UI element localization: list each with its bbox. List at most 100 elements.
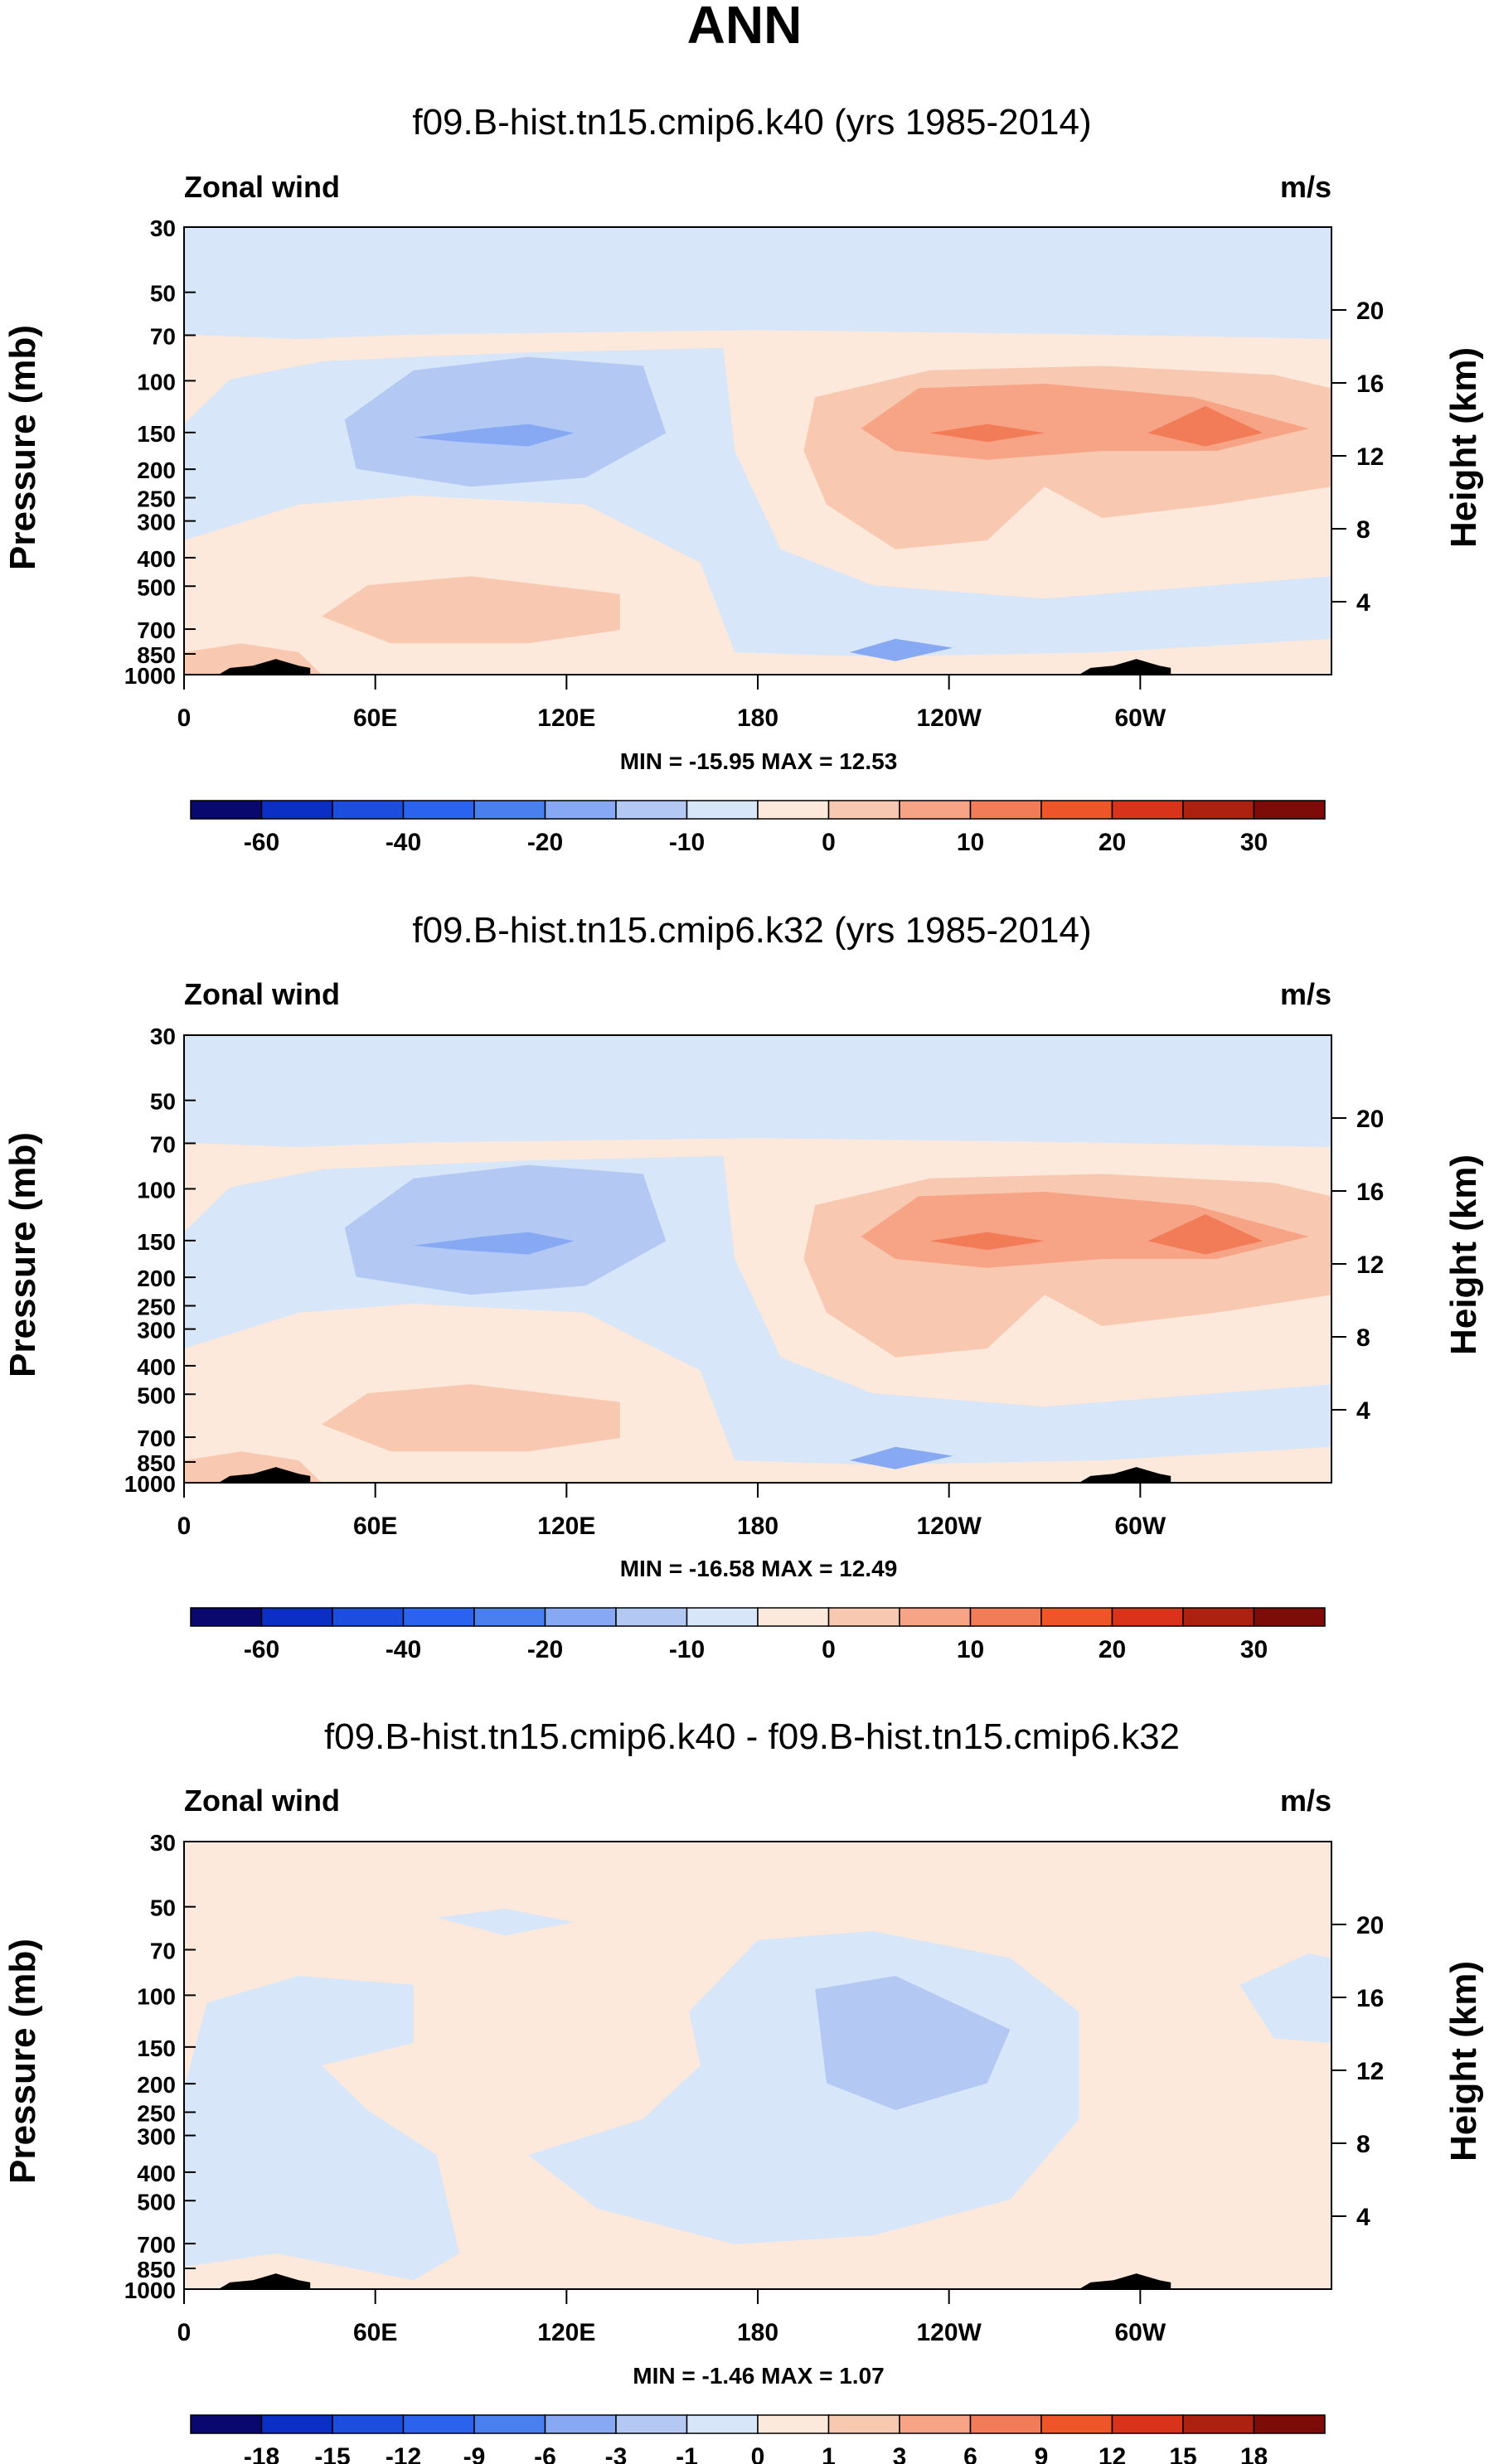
panel-difference: f09.B-hist.tn15.cmip6.k40 - f09.B-hist.t… [2, 1716, 1484, 2464]
colorbar-label: 30 [1240, 829, 1268, 856]
contour-negative-top [436, 1909, 575, 1936]
colorbar-cell [899, 2414, 972, 2434]
colorbar-cell [899, 1607, 972, 1627]
colorbar-cell [1040, 2414, 1113, 2434]
height-tick-label: 8 [1356, 1324, 1370, 1352]
y-axis-title-right: Height (km) [1443, 347, 1484, 548]
colorbar-label: -40 [386, 1636, 421, 1663]
contour-easterly-core [344, 356, 667, 487]
x-tick-label: 120E [537, 704, 595, 732]
contour-low-westerly [322, 576, 620, 644]
height-tick-label: 20 [1356, 298, 1384, 325]
x-tick-label: 60E [353, 2319, 397, 2346]
colorbar-label: 15 [1169, 2443, 1196, 2464]
y-tick-label: 50 [150, 1895, 176, 1921]
contour-plot [184, 1842, 1331, 2289]
y-tick-label: 150 [137, 2036, 176, 2061]
y-tick-label: 700 [137, 1426, 176, 1451]
colorbar-cell [1253, 2414, 1326, 2434]
y-tick-label: 70 [150, 1938, 176, 1963]
colorbar-label: 18 [1240, 2443, 1268, 2464]
colorbar-cell [827, 2414, 900, 2434]
x-tick-label: 120W [916, 704, 982, 732]
y-tick-label: 70 [150, 323, 176, 349]
topography-1 [1079, 1467, 1171, 1483]
y-tick-label: 300 [137, 1318, 176, 1343]
colorbar-cell [544, 800, 617, 820]
colorbar-cell [332, 1607, 405, 1627]
height-tick-label: 8 [1356, 516, 1370, 544]
y-tick-label: 700 [137, 2232, 176, 2258]
colorbar-label: -20 [527, 829, 563, 856]
colorbar-cell [615, 800, 688, 820]
height-tick-label: 12 [1356, 443, 1384, 471]
panel-k40: f09.B-hist.tn15.cmip6.k40 (yrs 1985-2014… [2, 102, 1484, 856]
colorbar-label: -1 [676, 2443, 698, 2464]
y-tick-label: 400 [137, 1354, 176, 1380]
y-tick-label: 1000 [124, 663, 176, 689]
y-tick-label: 250 [137, 487, 176, 512]
height-tick-label: 16 [1356, 370, 1384, 398]
colorbar-label: 1 [822, 2443, 836, 2464]
colorbar-cell [686, 2414, 759, 2434]
y-tick-label: 850 [137, 2257, 176, 2282]
units-label: m/s [1280, 170, 1331, 204]
colorbar-cell [969, 1607, 1042, 1627]
y-tick-label: 30 [150, 1830, 176, 1856]
colorbar-cell [332, 2414, 405, 2434]
y-tick-label: 1000 [124, 2278, 176, 2303]
colorbar-cell [1111, 1607, 1184, 1627]
height-tick-label: 4 [1356, 1397, 1370, 1425]
y-tick-label: 400 [137, 2161, 176, 2186]
colorbar-cell [332, 800, 405, 820]
colorbar-cell [757, 2414, 830, 2434]
min-max-stats: MIN = -15.95 MAX = 12.53 [620, 748, 898, 774]
colorbar-label: 10 [957, 829, 984, 856]
colorbar-label: 30 [1240, 1636, 1268, 1663]
y-tick-label: 50 [150, 281, 176, 307]
x-tick-label: 60W [1114, 2319, 1166, 2346]
colorbar-label: -15 [314, 2443, 350, 2464]
contour-negative-edge [1239, 1953, 1331, 2043]
height-tick-label: 20 [1356, 1912, 1384, 1939]
field-label: Zonal wind [184, 1784, 340, 1818]
colorbar-cell [190, 2414, 263, 2434]
colorbar-cell [402, 1607, 475, 1627]
colorbar-cell [402, 2414, 475, 2434]
colorbar-label: -10 [669, 1636, 705, 1663]
y-tick-label: 250 [137, 1295, 176, 1320]
field-label: Zonal wind [184, 170, 340, 204]
y-tick-label: 200 [137, 1266, 176, 1291]
colorbar: -60 -40 -20 -10 0 10 20 30 [190, 1607, 1326, 1663]
units-label: m/s [1280, 977, 1331, 1011]
panel-k32: f09.B-hist.tn15.cmip6.k32 (yrs 1985-2014… [2, 910, 1484, 1663]
y-tick-label: 50 [150, 1089, 176, 1115]
y-tick-label: 100 [137, 1177, 176, 1203]
y-axis-title: Pressure (mb) [2, 1939, 43, 2184]
y-tick-label: 100 [137, 369, 176, 395]
contour-westerly-max-a [929, 424, 1045, 443]
y-tick-label: 30 [150, 215, 176, 241]
y-tick-label: 500 [137, 574, 176, 600]
x-tick-label: 60E [353, 704, 397, 732]
y-tick-label: 500 [137, 1382, 176, 1408]
height-tick-label: 16 [1356, 1179, 1384, 1206]
y-tick-label: 850 [137, 642, 176, 668]
colorbar-label: -6 [534, 2443, 556, 2464]
contour-negative-core [815, 1976, 1011, 2110]
height-tick-label: 12 [1356, 2058, 1384, 2085]
colorbar-label: 0 [751, 2443, 765, 2464]
topography-0 [218, 1467, 311, 1483]
y-tick-label: 300 [137, 510, 176, 535]
colorbar-label: -40 [386, 829, 421, 856]
panel-title: f09.B-hist.tn15.cmip6.k40 (yrs 1985-2014… [412, 102, 1091, 143]
x-tick-label: 60W [1114, 704, 1166, 732]
colorbar-label: 6 [963, 2443, 977, 2464]
colorbar-cell [473, 800, 546, 820]
y-tick-label: 150 [137, 421, 176, 447]
colorbar-cell [686, 800, 759, 820]
colorbar-cell [190, 800, 263, 820]
x-tick-label: 180 [737, 704, 778, 732]
colorbar-label: -3 [605, 2443, 628, 2464]
